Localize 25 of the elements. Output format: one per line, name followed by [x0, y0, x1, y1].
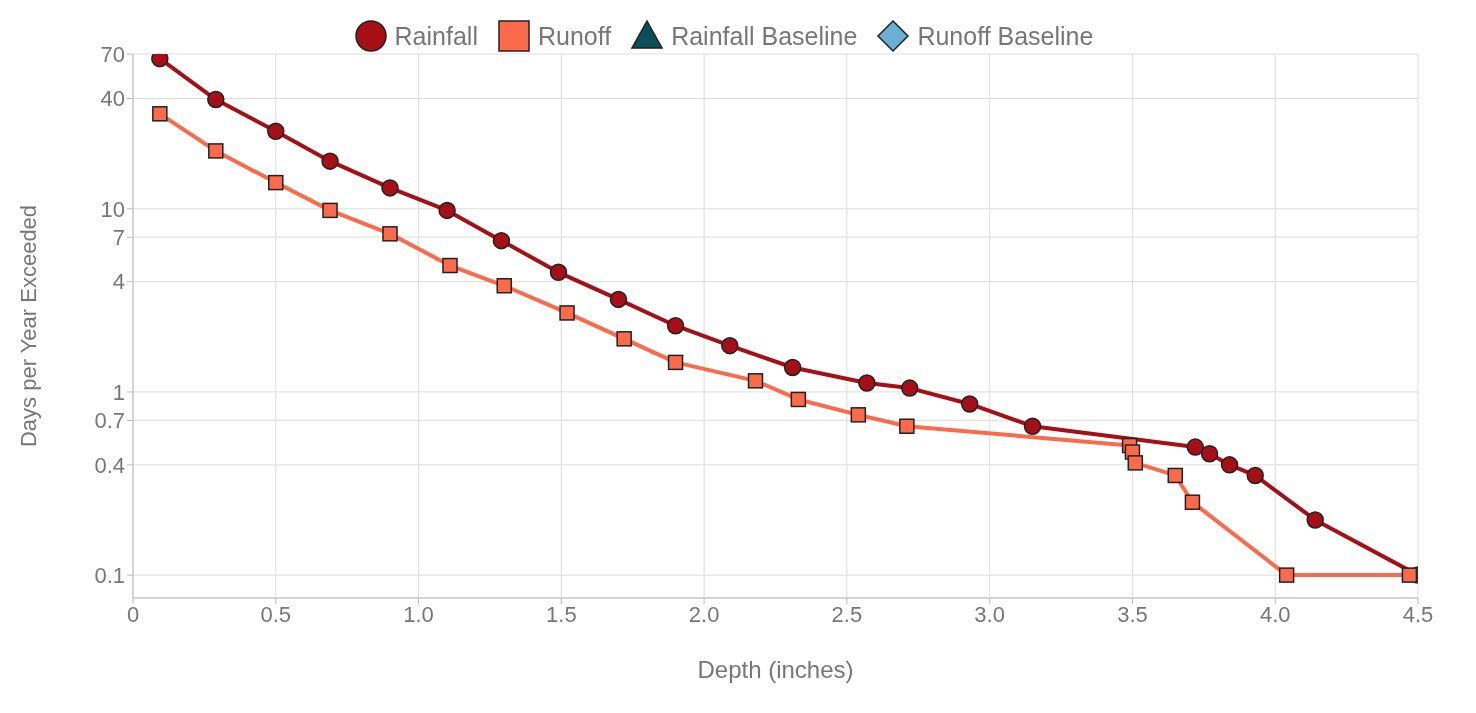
y-tick-label: 1 — [112, 379, 125, 405]
x-axis-title: Depth (inches) — [697, 656, 854, 683]
x-tick-label: 4.5 — [1402, 601, 1434, 627]
y-tick-label: 70 — [100, 41, 125, 67]
x-tick-label: 3.5 — [1117, 601, 1148, 627]
legend-label: Rainfall Baseline — [671, 21, 858, 51]
x-tick-label: 4.0 — [1259, 601, 1291, 627]
y-tick-label: 4 — [112, 269, 125, 295]
y-tick-label: 10 — [100, 196, 125, 222]
x-tick-label: 0 — [126, 601, 140, 627]
legend-label: Runoff Baseline — [917, 21, 1094, 51]
y-tick-label: 0.7 — [94, 408, 125, 434]
legend-label: Runoff — [537, 21, 612, 51]
y-tick-label: 40 — [100, 86, 125, 112]
x-tick-label: 0.5 — [260, 601, 292, 627]
x-tick-label: 3.0 — [974, 601, 1005, 627]
y-tick-label: 7 — [112, 224, 125, 250]
x-tick-label: 2.0 — [688, 601, 720, 627]
legend-label: Rainfall — [394, 21, 478, 51]
x-tick-label: 1.0 — [403, 601, 434, 627]
y-axis-title: Days per Year Exceeded — [15, 204, 41, 448]
x-tick-label: 2.5 — [831, 601, 863, 627]
x-tick-label: 1.5 — [546, 601, 577, 627]
y-tick-label: 0.1 — [94, 562, 125, 588]
y-tick-label: 0.4 — [94, 452, 125, 478]
